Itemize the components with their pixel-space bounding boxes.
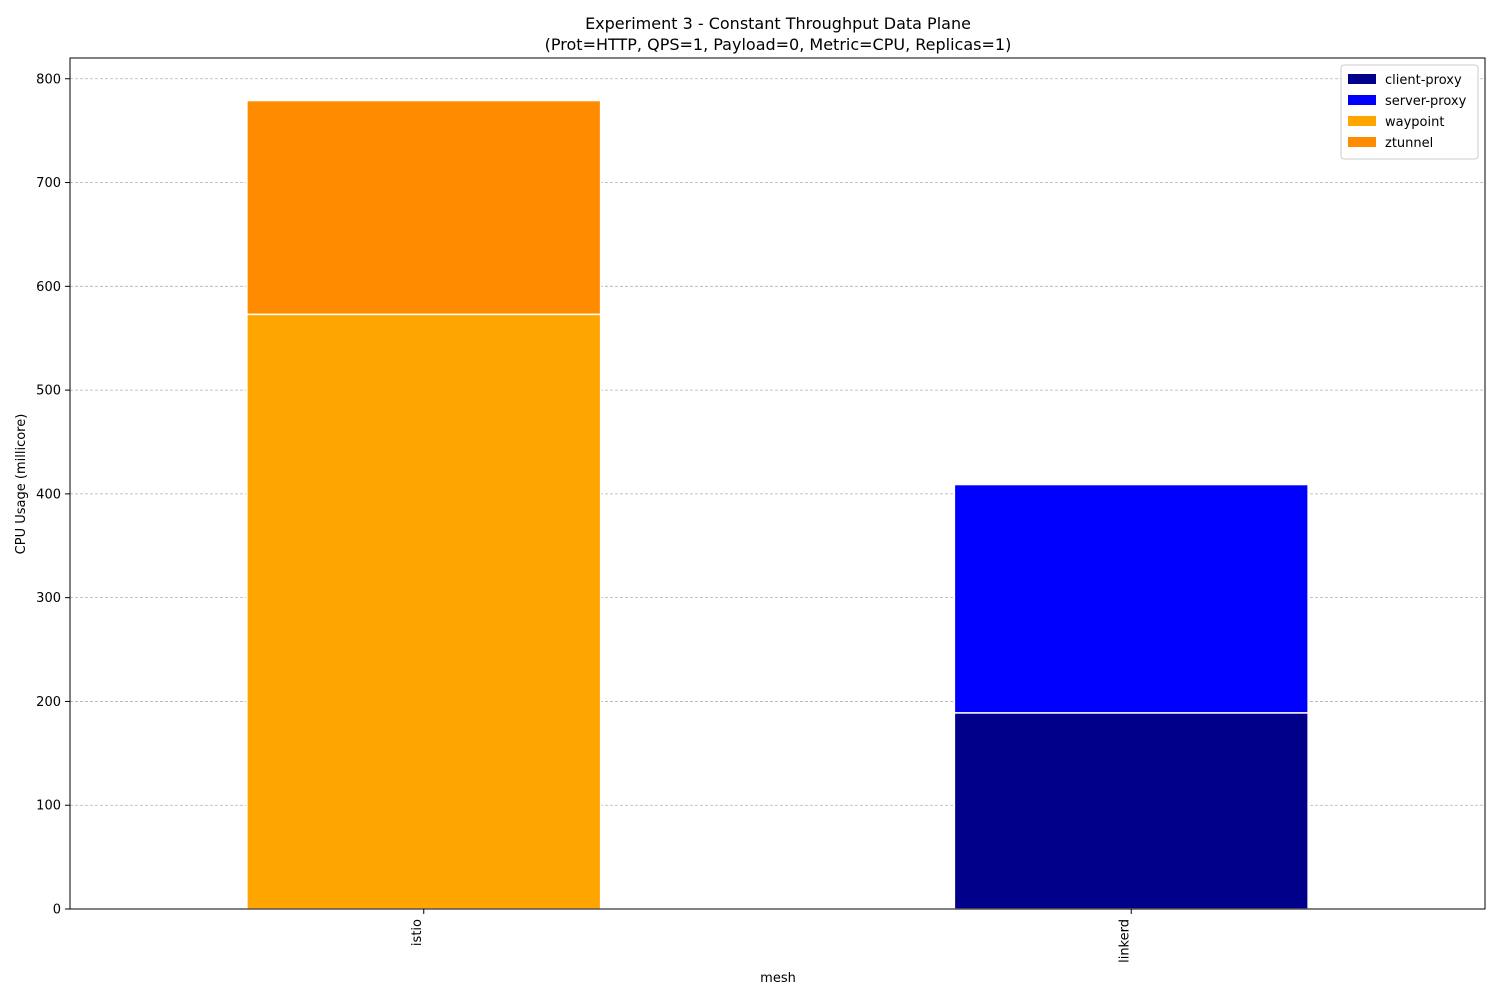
chart-title: Experiment 3 - Constant Throughput Data … [585, 14, 971, 33]
y-tick-label: 500 [36, 384, 61, 399]
legend-label-server-proxy: server-proxy [1385, 94, 1467, 109]
legend-label-ztunnel: ztunnel [1385, 136, 1433, 151]
y-tick-label: 600 [36, 280, 61, 295]
legend-swatch-waypoint [1348, 116, 1376, 126]
y-axis: 0 100 200 300 400 500 600 700 800 [36, 72, 70, 918]
y-tick-label: 400 [36, 487, 61, 502]
x-axis: istio linkerd [410, 909, 1132, 963]
y-tick-label: 100 [36, 799, 61, 814]
bar-waypoint-istio [246, 313, 602, 910]
legend: client-proxy server-proxy waypoint ztunnel [1340, 64, 1479, 160]
legend-box [1340, 64, 1479, 160]
legend-swatch-ztunnel [1348, 137, 1376, 147]
chart-subtitle: (Prot=HTTP, QPS=1, Payload=0, Metric=CPU… [545, 35, 1012, 54]
bar-ztunnel-istio [246, 99, 602, 316]
legend-label-waypoint: waypoint [1385, 115, 1444, 130]
x-tick-label: linkerd [1117, 919, 1132, 963]
y-tick-label: 300 [36, 591, 61, 606]
legend-label-client-proxy: client-proxy [1385, 73, 1462, 88]
bar-server-proxy-linkerd [953, 483, 1309, 714]
bar-client-proxy-linkerd [953, 712, 1309, 910]
legend-swatch-server-proxy [1348, 95, 1376, 105]
x-tick-label: istio [410, 919, 425, 946]
bars [246, 99, 1309, 910]
legend-swatch-client-proxy [1348, 74, 1376, 84]
y-tick-label: 800 [36, 72, 61, 87]
y-axis-label: CPU Usage (millicore) [14, 414, 29, 555]
y-tick-label: 0 [53, 903, 61, 918]
y-tick-label: 700 [36, 176, 61, 191]
y-tick-label: 200 [36, 695, 61, 710]
x-axis-label: mesh [760, 971, 796, 986]
plot-frame [69, 57, 1486, 910]
